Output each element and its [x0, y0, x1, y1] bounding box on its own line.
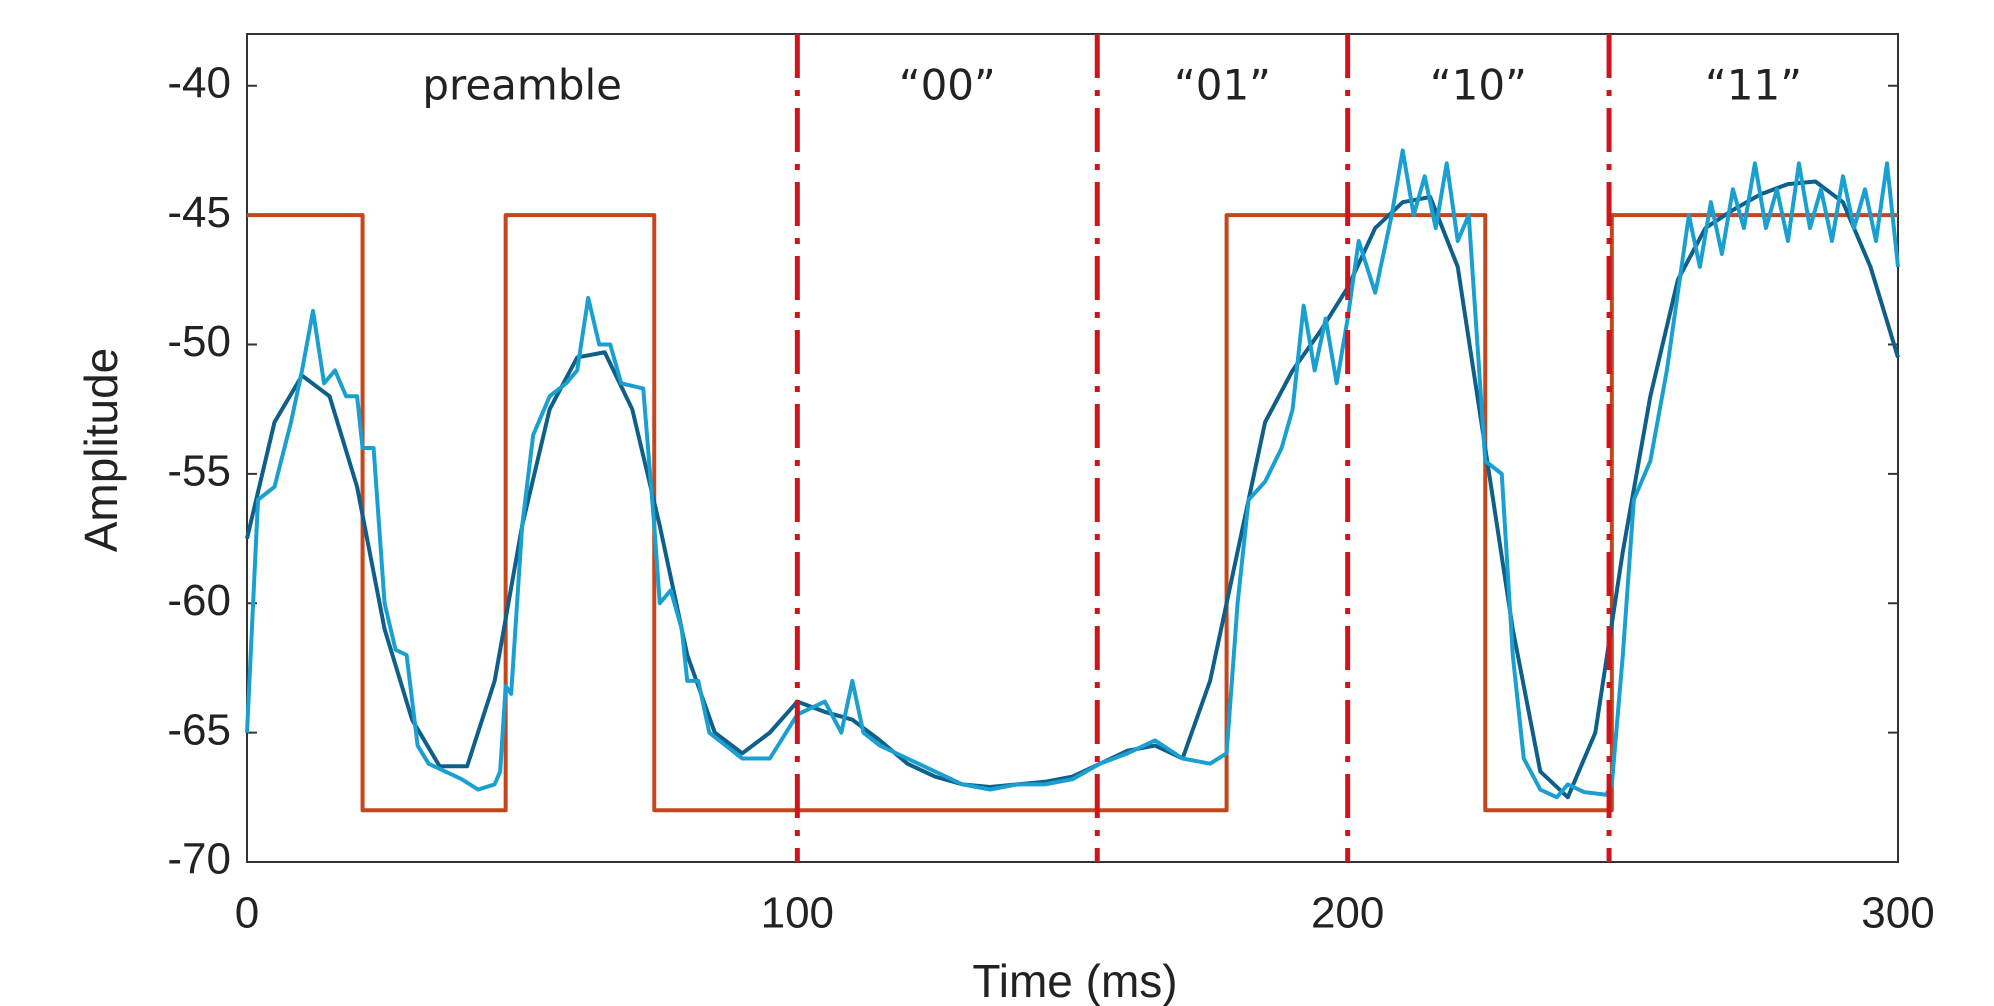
x-axis-label: Time (ms) — [972, 955, 1177, 1006]
y-tick-label: -45 — [167, 188, 231, 237]
line-series — [245, 148, 1900, 800]
segment-label: preamble — [422, 61, 622, 110]
segment-label: “01” — [1174, 61, 1271, 110]
y-tick-label: -40 — [167, 58, 231, 107]
segment-label: “00” — [899, 61, 996, 110]
y-tick-label: -60 — [167, 576, 231, 625]
x-tick-label: 200 — [1311, 889, 1384, 938]
line-series — [247, 213, 1898, 813]
x-tick-label: 0 — [235, 889, 259, 938]
x-tick-label: 300 — [1861, 889, 1934, 938]
line-series — [245, 179, 1900, 800]
segment-label: “11” — [1705, 61, 1802, 110]
segment-label: “10” — [1430, 61, 1527, 110]
y-axis-label: Amplitude — [75, 348, 127, 553]
y-tick-label: -50 — [167, 317, 231, 366]
y-tick-label: -70 — [167, 835, 231, 884]
x-tick-label: 100 — [761, 889, 834, 938]
plot-frame — [246, 33, 1899, 863]
y-tick-label: -65 — [167, 705, 231, 754]
y-tick-label: -55 — [167, 447, 231, 496]
